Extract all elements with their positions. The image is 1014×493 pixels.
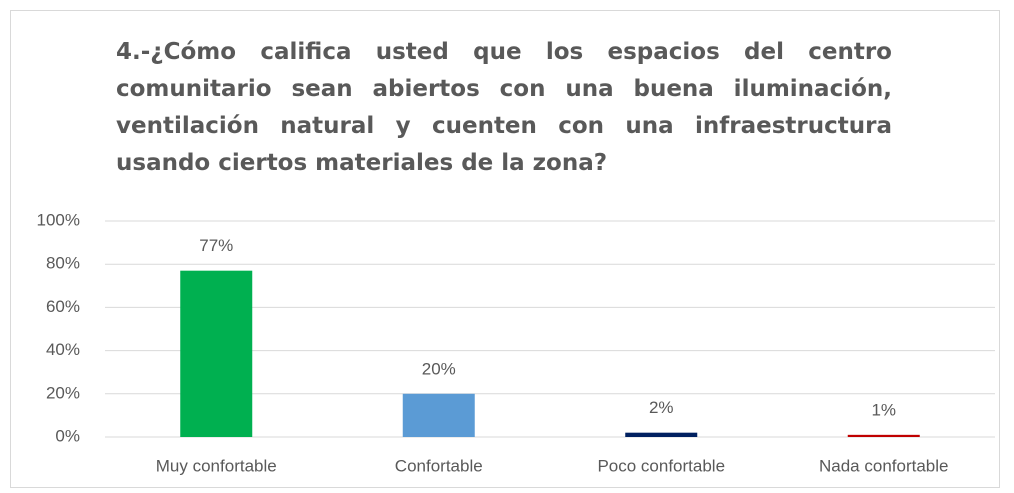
data-label: 20% [422, 359, 456, 378]
y-tick-label: 60% [46, 297, 80, 316]
bar [847, 434, 920, 437]
data-label: 77% [199, 236, 233, 255]
y-tick-label: 100% [37, 210, 80, 229]
chart-title: 4.-¿Cómo califica usted que los espacios… [116, 39, 892, 176]
x-tick-label: Muy confortable [156, 456, 277, 475]
y-tick-label: 0% [55, 426, 80, 445]
bar [180, 270, 253, 437]
bar [402, 393, 475, 437]
x-tick-label: Nada confortable [819, 456, 948, 475]
x-tick-label: Poco confortable [597, 456, 725, 475]
chart-frame [10, 10, 1000, 488]
y-tick-label: 80% [46, 254, 80, 273]
bar [625, 432, 698, 437]
data-label: 1% [871, 400, 896, 419]
x-tick-label: Confortable [395, 456, 483, 475]
data-label: 2% [649, 398, 674, 417]
y-tick-label: 20% [46, 383, 80, 402]
y-tick-label: 40% [46, 340, 80, 359]
